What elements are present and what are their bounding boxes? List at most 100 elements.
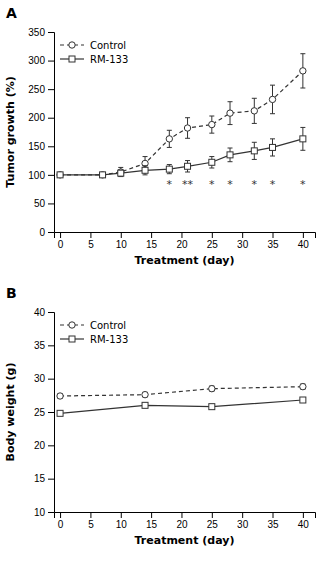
error-bar — [143, 403, 148, 407]
error-bar-cap — [252, 159, 257, 160]
y-tick-label: 300 — [28, 55, 45, 66]
x-tick: 10 — [116, 512, 128, 530]
annotation: * — [252, 178, 258, 191]
marker — [251, 148, 257, 154]
x-tick-label: 25 — [207, 239, 219, 250]
error-bar — [252, 142, 257, 159]
marker — [251, 108, 257, 114]
y-tick-mark — [48, 175, 54, 176]
error-bar-cap — [300, 53, 305, 54]
error-bar — [209, 386, 214, 391]
x-tick: 5 — [88, 232, 94, 250]
series — [57, 397, 306, 416]
x-tick-label: 15 — [146, 519, 158, 530]
series-line — [60, 139, 303, 175]
y-tick-mark — [48, 232, 54, 233]
y-tick-mark — [48, 412, 54, 413]
annotation: ** — [182, 178, 194, 191]
error-bar-cap — [228, 124, 233, 125]
error-bar-cap — [209, 116, 214, 117]
x-tick-mark — [303, 232, 304, 238]
legend: ControlRM-133 — [60, 320, 128, 345]
error-bar-cap — [185, 172, 190, 173]
series — [57, 127, 306, 177]
y-tick-mark — [48, 89, 54, 90]
x-tick-label: 10 — [116, 519, 128, 530]
error-bar — [252, 98, 257, 123]
error-bar-cap — [167, 147, 172, 148]
panel-title: A — [6, 5, 17, 21]
x-tick-mark — [303, 512, 304, 518]
y-tick-label: 20 — [34, 440, 46, 451]
legend-marker — [69, 322, 75, 328]
marker — [209, 385, 215, 391]
error-bar — [209, 116, 214, 133]
x-tick: 35 — [267, 512, 279, 530]
error-bar-cap — [228, 161, 233, 162]
x-tick-mark — [242, 512, 243, 518]
series — [57, 383, 306, 399]
annotation: * — [209, 178, 215, 191]
error-bar — [143, 166, 148, 175]
error-bar — [270, 139, 275, 156]
legend-item: Control — [60, 40, 126, 51]
marker — [300, 397, 306, 403]
error-bar-cap — [209, 133, 214, 134]
x-tick-label: 5 — [88, 239, 94, 250]
x-tick-mark — [181, 232, 182, 238]
x-tick-label: 20 — [176, 519, 188, 530]
error-bar — [300, 54, 305, 88]
chart: 0510152025303540050100150200250300350Tre… — [0, 0, 327, 578]
x-tick-mark — [181, 512, 182, 518]
error-bar-cap — [143, 156, 148, 157]
error-bar-cap — [270, 113, 275, 114]
y-tick: 20 — [34, 440, 54, 451]
y-tick-mark — [48, 203, 54, 204]
x-tick: 15 — [146, 232, 158, 250]
error-bar-cap — [209, 156, 214, 157]
legend-label: RM-133 — [90, 54, 128, 65]
y-tick: 35 — [34, 340, 54, 351]
y-axis-title: Body weight (g) — [4, 363, 17, 462]
y-tick: 50 — [34, 198, 54, 209]
x-tick-label: 20 — [176, 239, 188, 250]
marker — [118, 170, 124, 176]
error-bar-cap — [252, 142, 257, 143]
y-tick-mark — [48, 312, 54, 313]
y-axis-line — [48, 33, 55, 233]
annotation: * — [167, 178, 173, 191]
y-tick: 350 — [28, 27, 54, 38]
y-tick-label: 15 — [34, 473, 46, 484]
x-tick: 20 — [176, 512, 188, 530]
x-tick-mark — [90, 232, 91, 238]
error-bar-cap — [300, 127, 305, 128]
error-bar — [209, 405, 214, 409]
marker — [99, 172, 105, 178]
marker — [184, 125, 190, 131]
error-bar-cap — [167, 164, 172, 165]
y-axis-title: Tumor growth (%) — [4, 76, 17, 187]
error-bar-cap — [209, 168, 214, 169]
y-tick-label: 40 — [34, 307, 46, 318]
error-bar-cap — [270, 85, 275, 86]
y-tick-label: 35 — [34, 340, 46, 351]
x-tick-label: 5 — [88, 519, 94, 530]
error-bar-cap — [300, 88, 305, 89]
x-tick-mark — [90, 512, 91, 518]
y-tick-label: 50 — [34, 198, 46, 209]
x-tick-mark — [273, 232, 274, 238]
error-bar — [270, 85, 275, 114]
y-axis: 10152025303540 — [34, 307, 55, 518]
y-axis: 050100150200250300350 — [28, 27, 54, 238]
y-tick-mark — [48, 379, 54, 380]
x-tick: 25 — [207, 232, 219, 250]
y-tick: 30 — [34, 373, 54, 384]
x-tick: 20 — [176, 232, 188, 250]
series — [57, 54, 306, 178]
legend-marker — [69, 42, 75, 48]
marker — [166, 136, 172, 142]
annotation: * — [227, 178, 233, 191]
y-tick: 15 — [34, 473, 54, 484]
x-tick-mark — [242, 232, 243, 238]
y-tick: 300 — [28, 55, 54, 66]
